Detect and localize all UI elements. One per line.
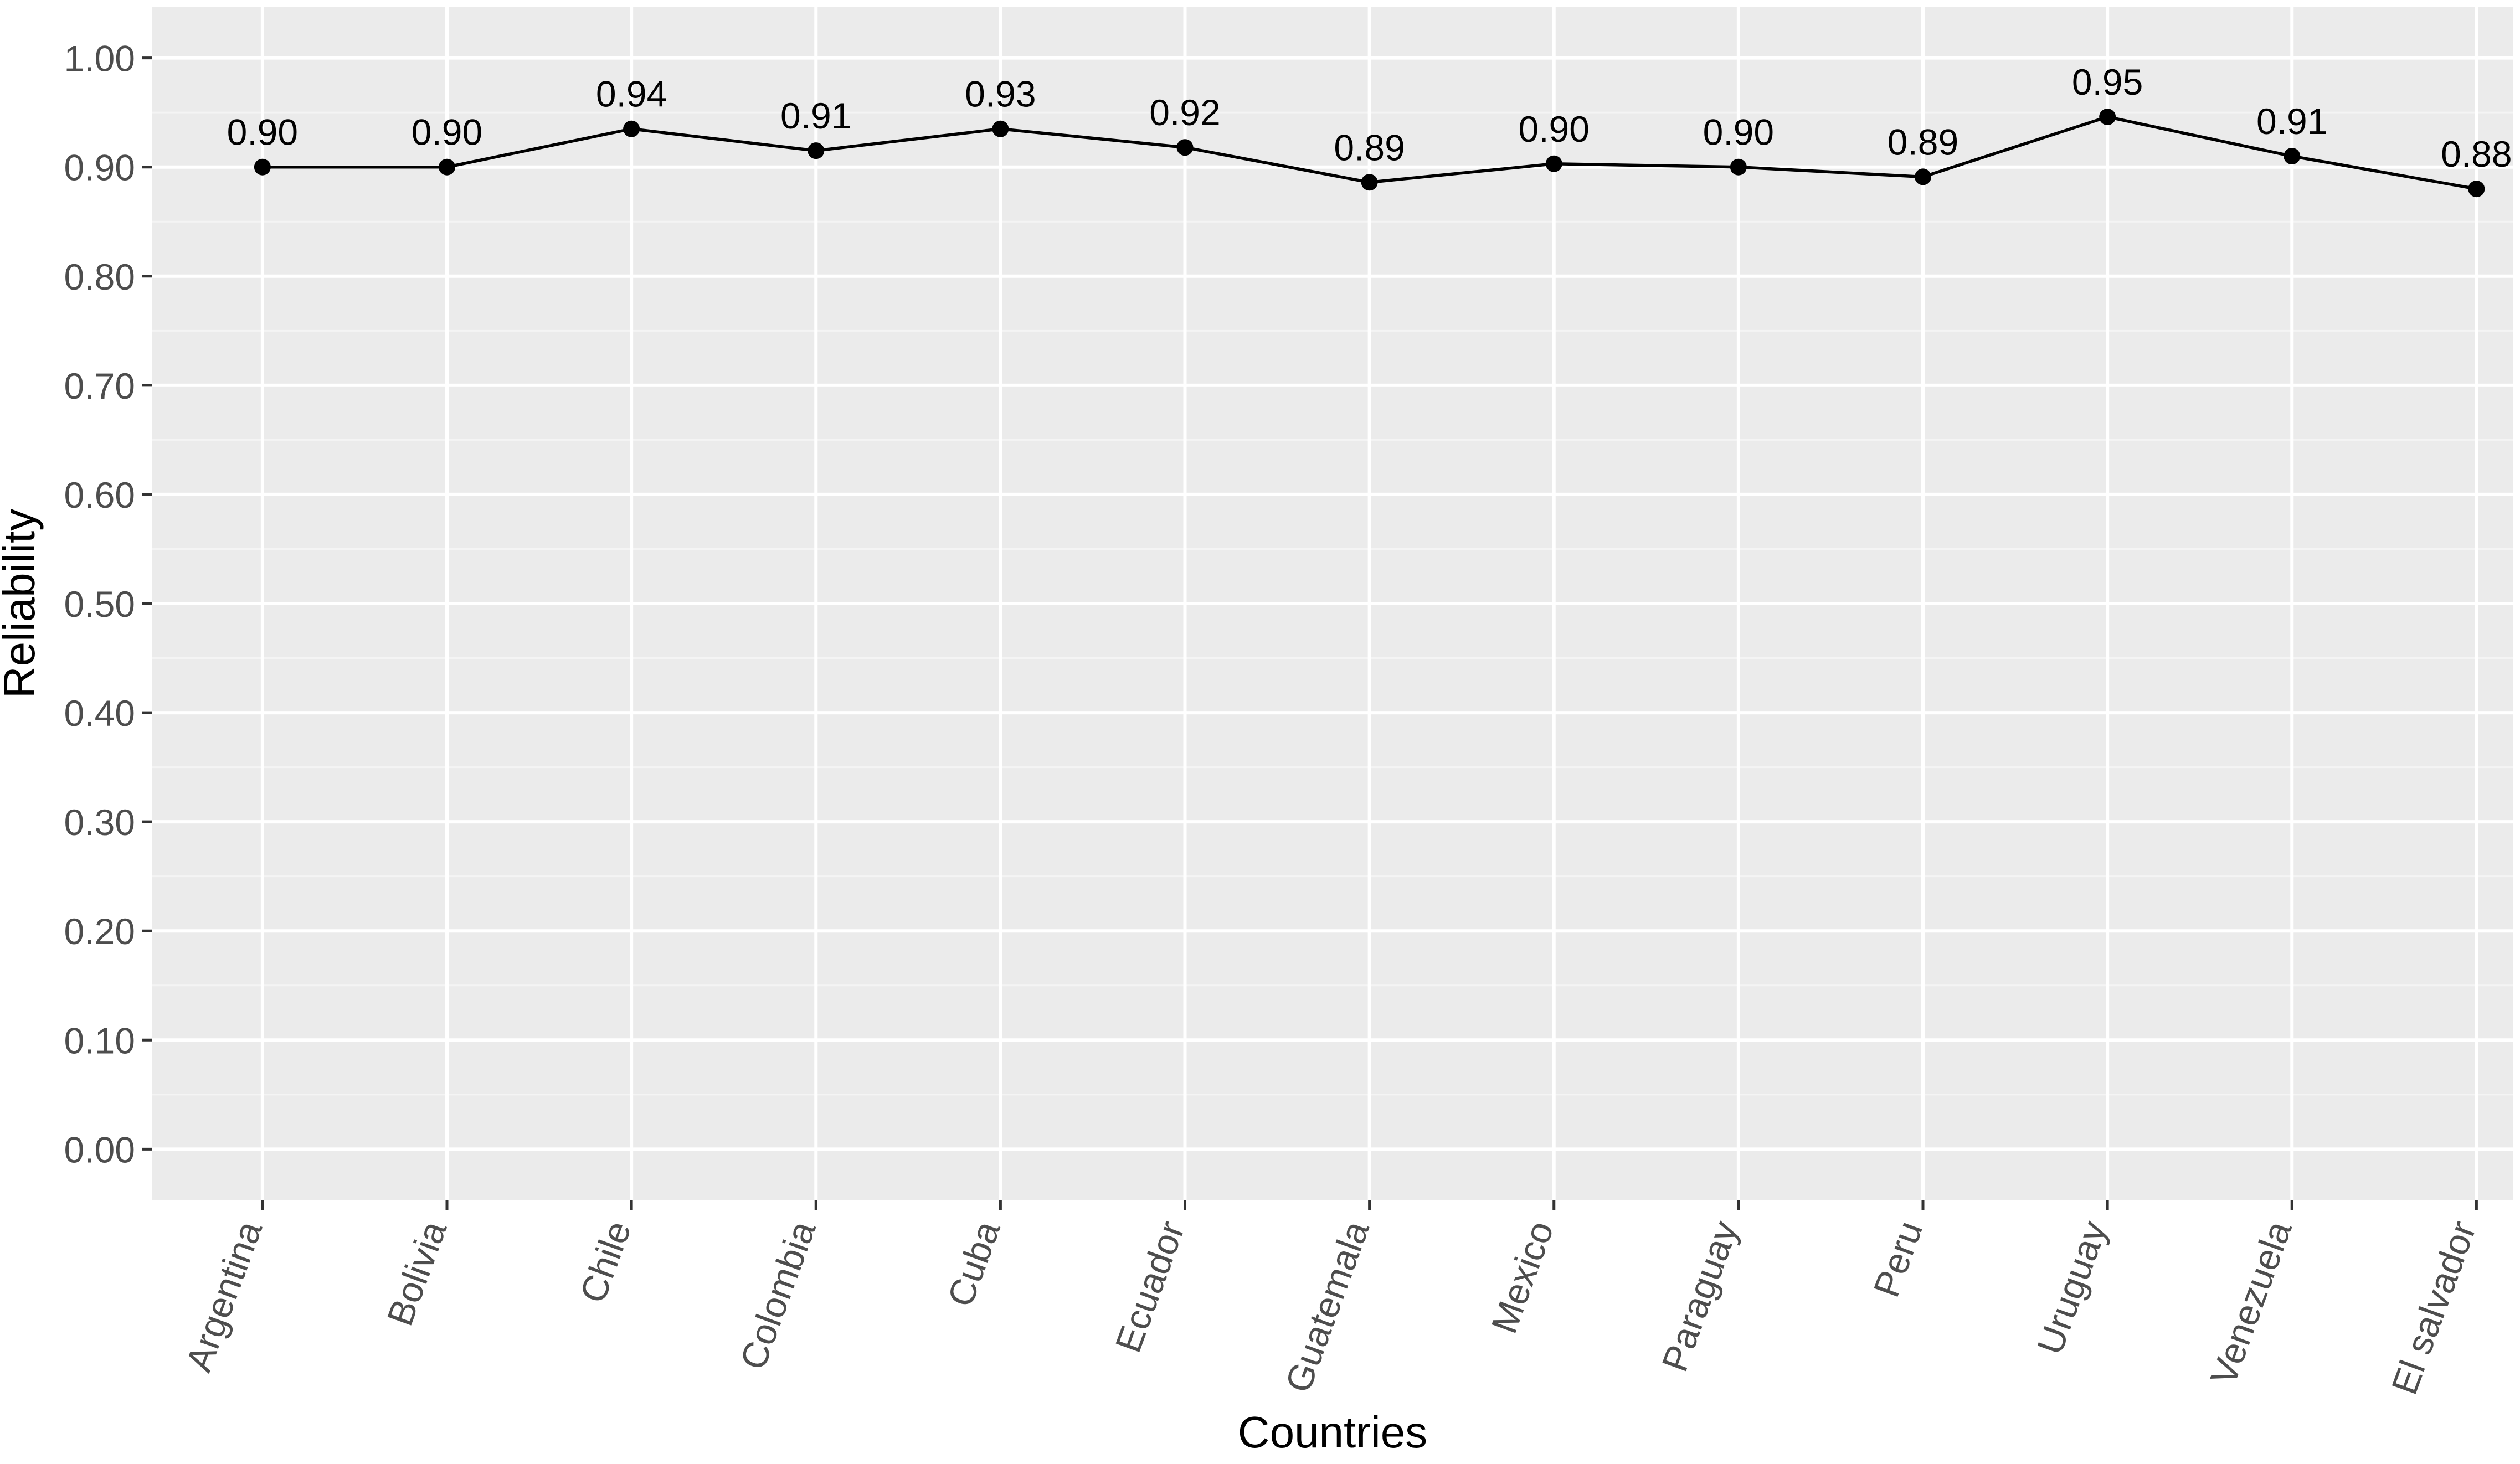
- data-label: 0.91: [2256, 101, 2327, 142]
- x-tick-label: Guatemala: [1277, 1215, 1377, 1398]
- x-axis: Argentina Bolivia Chile Colombia Cuba Ecuador…: [178, 1200, 2484, 1400]
- data-label: 0.93: [965, 74, 1036, 115]
- data-labels: 0.90 0.90 0.94 0.91 0.93 0.92 0.89 0.90 0.90 0.89…: [227, 61, 2512, 174]
- y-tick-label: 0.70: [64, 365, 135, 406]
- y-tick-label: 1.00: [64, 38, 135, 79]
- data-point: [808, 142, 825, 159]
- y-tick-label: 0.80: [64, 256, 135, 297]
- data-label: 0.90: [1703, 112, 1774, 153]
- data-point: [1361, 174, 1378, 191]
- y-tick-label: 0.40: [64, 693, 135, 734]
- x-tick-label: Peru: [1865, 1215, 1930, 1302]
- data-point: [439, 158, 455, 176]
- major-gridlines: [152, 7, 2513, 1200]
- data-point: [1730, 158, 1747, 176]
- x-tick-label: El salvador: [2383, 1215, 2483, 1399]
- x-tick-label: Ecuador: [1107, 1215, 1192, 1357]
- data-point: [992, 120, 1009, 137]
- data-point: [1176, 139, 1194, 156]
- data-point: [2284, 147, 2301, 164]
- y-tick-label: 0.60: [64, 475, 135, 516]
- data-label: 0.90: [412, 112, 482, 153]
- data-label: 0.88: [2441, 133, 2512, 174]
- minor-gridlines: [152, 111, 2513, 1096]
- y-tick-label: 0.30: [64, 802, 135, 843]
- y-axis: 0.00 0.10 0.20 0.30 0.40 0.50 0.60 0.70 0.80 0.90…: [64, 38, 152, 1170]
- data-label: 0.90: [1519, 109, 1590, 150]
- y-tick-label: 0.20: [64, 911, 135, 952]
- series-reliability: [254, 109, 2485, 198]
- data-label: 0.94: [596, 74, 667, 115]
- data-label: 0.89: [1888, 121, 1958, 162]
- y-tick-label: 0.50: [64, 584, 135, 625]
- x-tick-label: Chile: [572, 1215, 639, 1308]
- y-tick-label: 0.90: [64, 147, 135, 188]
- data-label: 0.95: [2072, 61, 2143, 102]
- y-tick-label: 0.10: [64, 1020, 135, 1061]
- data-point: [2468, 181, 2485, 198]
- x-tick-label: Bolivia: [379, 1215, 454, 1331]
- x-tick-label: Cuba: [939, 1215, 1008, 1312]
- x-tick-label: Venezuela: [2202, 1215, 2299, 1390]
- data-label: 0.90: [227, 112, 298, 153]
- data-label: 0.89: [1334, 127, 1405, 168]
- data-point: [1915, 168, 1931, 185]
- data-label: 0.92: [1149, 92, 1220, 133]
- data-label: 0.91: [780, 95, 851, 136]
- data-point: [2099, 109, 2116, 126]
- y-axis-title: Reliability: [0, 509, 44, 698]
- x-tick-label: Paraguay: [1654, 1215, 1746, 1377]
- data-point: [623, 120, 640, 137]
- x-tick-label: Uruguay: [2029, 1215, 2115, 1359]
- x-tick-label: Mexico: [1483, 1215, 1561, 1338]
- x-axis-title: Countries: [1238, 1408, 1427, 1457]
- y-tick-label: 0.00: [64, 1129, 135, 1170]
- x-tick-label: Argentina: [178, 1215, 270, 1377]
- data-point: [1545, 155, 1562, 172]
- x-tick-label: Colombia: [732, 1215, 824, 1375]
- data-point: [254, 158, 271, 176]
